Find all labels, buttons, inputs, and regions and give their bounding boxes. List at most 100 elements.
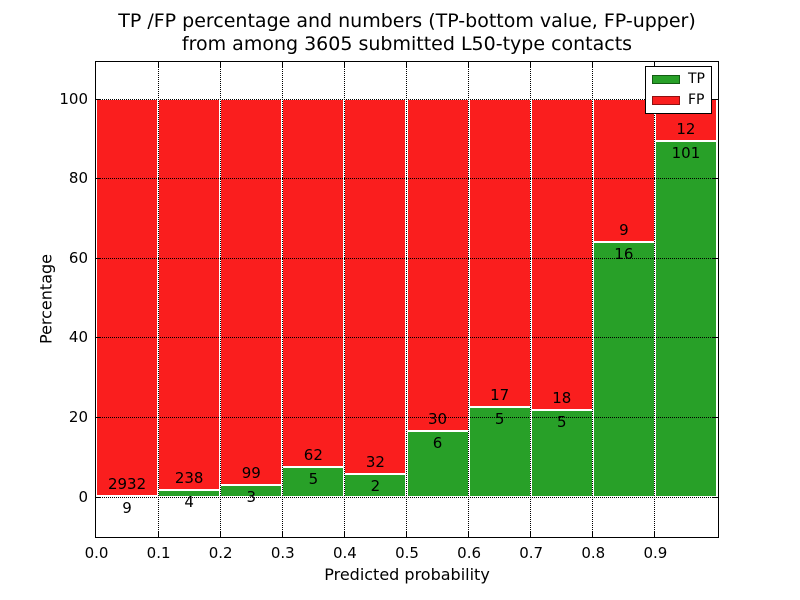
bar-label-tp-count: 5 <box>308 470 319 489</box>
bar-label-fp-count: 12 <box>676 120 696 139</box>
gridline-vertical <box>406 62 407 536</box>
gridline-vertical <box>592 62 594 536</box>
x-tick-mark <box>219 532 221 537</box>
legend-swatch-tp-icon <box>652 75 680 84</box>
bar-segment-tp <box>468 406 531 497</box>
x-tick-mark <box>281 62 283 67</box>
x-tick-mark <box>530 62 532 67</box>
bar-segment-fp <box>530 99 593 411</box>
bar-segment-tp <box>344 473 407 497</box>
y-tick-mark <box>96 337 101 339</box>
x-tick-mark <box>343 62 345 67</box>
gridline-vertical <box>281 62 283 536</box>
y-tick-mark <box>713 98 718 100</box>
bar-label-tp-count: 5 <box>556 413 567 432</box>
legend-entry-tp: TP <box>652 72 705 87</box>
chart-title-line1: TP /FP percentage and numbers (TP-bottom… <box>118 10 696 32</box>
y-tick-mark <box>96 178 101 180</box>
bar-segment-fp <box>96 99 159 496</box>
gridline-vertical <box>343 62 345 536</box>
bar-label-fp-count: 99 <box>241 464 261 483</box>
x-tick-label: 0.2 <box>208 544 233 562</box>
y-tick-label: 40 <box>68 328 88 347</box>
x-tick-label: 0.0 <box>84 544 109 562</box>
bar-label-fp-count: 238 <box>174 469 204 488</box>
bar-label-tp-count: 6 <box>432 433 443 452</box>
gridline-vertical <box>530 62 532 536</box>
y-tick-mark <box>96 496 101 498</box>
x-tick-mark <box>530 532 532 537</box>
bar-segment-fp <box>406 99 469 431</box>
bar-segment-tp <box>530 410 593 497</box>
x-axis-label: Predicted probability <box>324 565 490 584</box>
x-tick-mark <box>219 62 221 67</box>
bar-label-fp-count: 9 <box>619 221 629 240</box>
y-tick-mark <box>713 416 718 418</box>
bar-segment-fp <box>158 99 221 491</box>
legend: TP FP <box>645 66 712 114</box>
bar-label-fp-count: 62 <box>303 446 323 465</box>
bar-segment-fp <box>592 99 655 243</box>
y-tick-mark <box>713 496 718 498</box>
y-tick-mark <box>713 178 718 180</box>
bar-segment-tp <box>282 467 345 497</box>
bar-label-fp-count: 18 <box>552 389 572 408</box>
bar-segment-fp <box>282 99 345 468</box>
legend-label-fp: FP <box>688 92 705 108</box>
bar-segment-tp <box>406 430 469 497</box>
bar-label-tp-count: 101 <box>671 144 701 163</box>
bar-label-tp-count: 9 <box>122 498 132 517</box>
chart-title-line2: from among 3605 submitted L50-type conta… <box>181 33 633 55</box>
bar-label-tp-count: 16 <box>614 245 634 264</box>
x-tick-label: 0.6 <box>457 544 482 562</box>
x-tick-mark <box>592 62 594 67</box>
chart-title: TP /FP percentage and numbers (TP-bottom… <box>96 10 718 56</box>
x-tick-label: 0.3 <box>270 544 295 562</box>
x-tick-mark <box>592 532 594 537</box>
y-tick-label: 100 <box>59 89 88 108</box>
x-tick-mark <box>468 532 470 537</box>
x-tick-mark <box>468 62 470 67</box>
gridline-vertical <box>654 62 656 536</box>
x-tick-mark <box>654 532 656 537</box>
x-tick-mark <box>157 532 159 537</box>
x-tick-label: 0.9 <box>643 544 668 562</box>
bar-segment-tp <box>654 141 717 497</box>
y-tick-mark <box>96 257 101 259</box>
plot-area: TP FP 2932 9 238 4 99 3 62 5 32 2 30 6 17 5 18 5 9 16 12 10… <box>95 61 719 538</box>
bar-label-fp-count: 32 <box>365 452 385 471</box>
x-tick-label: 0.1 <box>146 544 171 562</box>
y-tick-mark <box>96 98 101 100</box>
bar-label-tp-count: 4 <box>184 493 194 512</box>
gridline-vertical <box>468 62 470 536</box>
bar-label-tp-count: 5 <box>494 409 505 428</box>
x-tick-mark <box>654 62 656 67</box>
bar-label-fp-count: 30 <box>428 409 448 428</box>
y-tick-mark <box>713 337 718 339</box>
legend-swatch-fp-icon <box>652 96 680 105</box>
y-tick-label: 0 <box>78 487 88 506</box>
gridline-vertical <box>219 62 221 536</box>
x-tick-mark <box>343 532 345 537</box>
x-tick-label: 0.7 <box>519 544 544 562</box>
y-tick-label: 80 <box>68 169 88 188</box>
x-tick-label: 0.4 <box>332 544 357 562</box>
y-tick-mark <box>713 257 718 259</box>
y-tick-label: 60 <box>68 248 88 267</box>
x-tick-mark <box>406 62 407 67</box>
y-tick-label: 20 <box>68 407 88 426</box>
x-tick-mark <box>157 62 159 67</box>
bar-segment-tp <box>220 485 283 497</box>
x-tick-mark <box>406 532 407 537</box>
bar-segment-fp <box>220 99 283 486</box>
bar-segment-tp <box>592 242 655 497</box>
bar-label-fp-count: 2932 <box>107 474 147 493</box>
legend-entry-fp: FP <box>652 93 705 108</box>
bar-label-tp-count: 3 <box>246 488 256 507</box>
x-tick-label: 0.5 <box>395 544 419 562</box>
x-tick-label: 0.8 <box>581 544 606 562</box>
gridline-vertical <box>157 62 159 536</box>
bar-label-tp-count: 2 <box>370 476 381 495</box>
bar-segment-fp <box>468 99 531 407</box>
